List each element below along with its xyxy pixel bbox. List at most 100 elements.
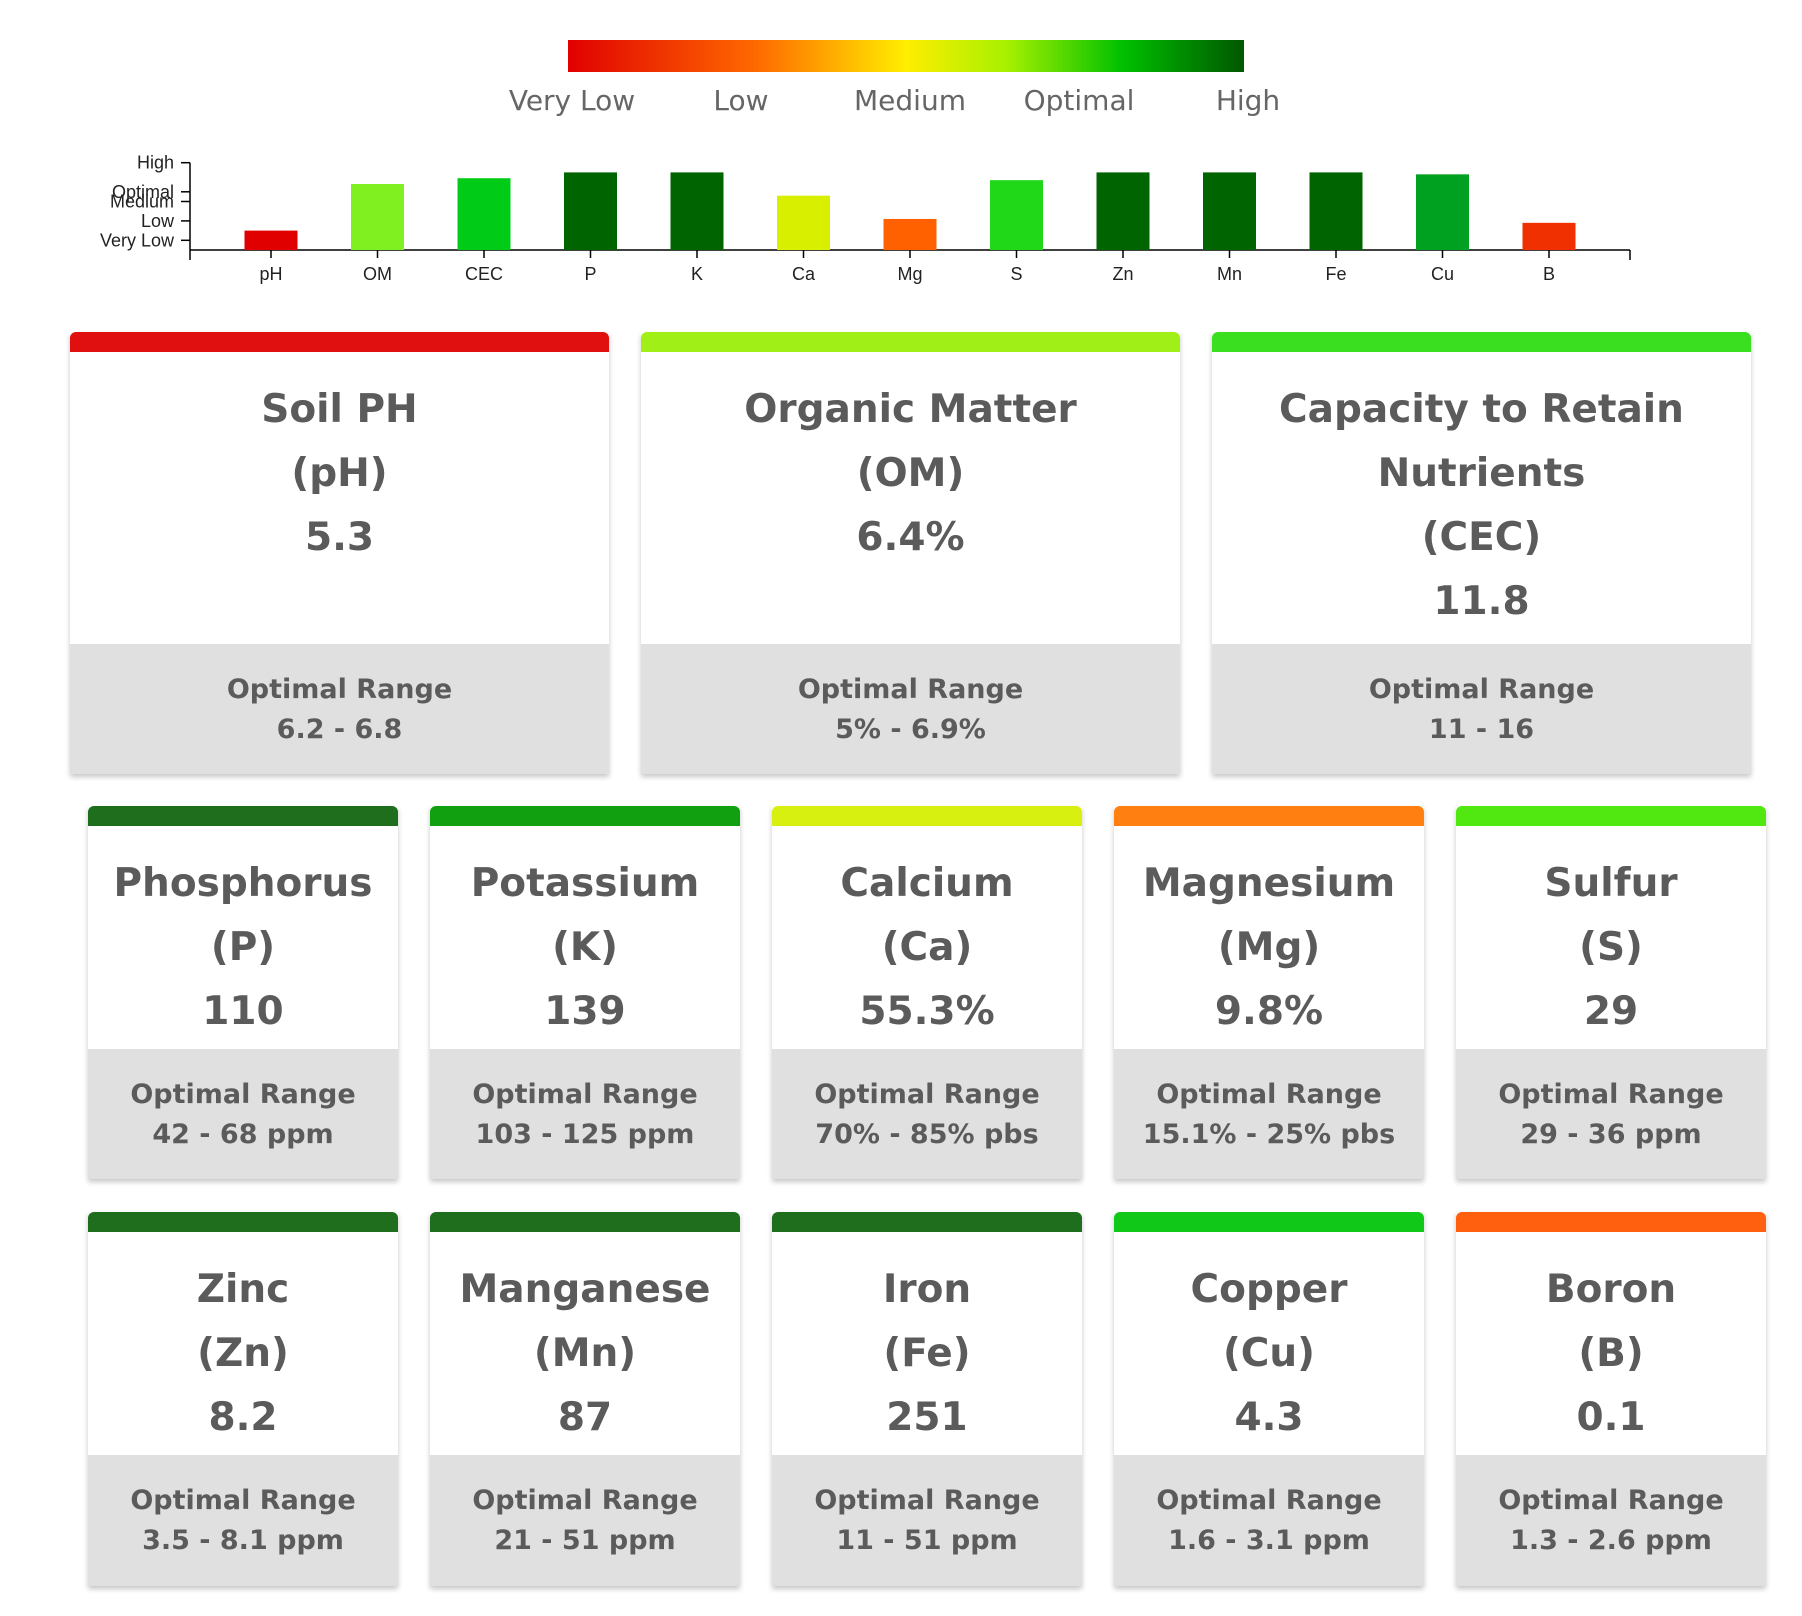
y-tick-label: High (137, 153, 174, 173)
nutrient-card: Organic Matter (OM) 6.4% Optimal Range 5% - … (641, 332, 1180, 774)
card-body: Copper (Cu) 4.3 (1114, 1232, 1424, 1450)
legend-label-optimal: Optimal (1023, 84, 1135, 117)
card-status-bar (641, 332, 1180, 352)
optimal-range-label: Optimal Range (472, 1485, 698, 1516)
nutrient-card: Iron (Fe) 251 Optimal Range 11 - 51 ppm (772, 1212, 1082, 1586)
optimal-range-label: Optimal Range (130, 1079, 356, 1110)
card-title-line: (pH) (291, 451, 388, 496)
card-title-line: Calcium (840, 861, 1014, 906)
card-status-bar (1456, 806, 1766, 826)
optimal-range-label: Optimal Range (226, 674, 453, 705)
card-title-line: Iron (882, 1267, 972, 1312)
optimal-range-value: 11 - 16 (1428, 714, 1535, 745)
card-body: Boron (B) 0.1 (1456, 1232, 1766, 1450)
optimal-range-value: 42 - 68 ppm (152, 1119, 334, 1150)
optimal-range-label: Optimal Range (1498, 1485, 1724, 1516)
card-title-line: Nutrients (1377, 451, 1586, 496)
optimal-range-label: Optimal Range (1156, 1485, 1382, 1516)
optimal-range-value: 1.3 - 2.6 ppm (1510, 1525, 1712, 1556)
card-status-bar (430, 806, 740, 826)
x-tick-label: P (584, 264, 596, 284)
card-title-line: Sulfur (1544, 861, 1678, 906)
nutrient-card: Sulfur (S) 29 Optimal Range 29 - 36 ppm (1456, 806, 1766, 1179)
y-tick-label: Optimal (112, 182, 174, 202)
optimal-range-label: Optimal Range (130, 1485, 356, 1516)
x-tick-label: Mg (897, 264, 922, 284)
card-value: 55.3% (859, 989, 995, 1034)
card-footer: Optimal Range 21 - 51 ppm (430, 1455, 740, 1586)
card-title-line: (OM) (856, 451, 965, 496)
bar (990, 180, 1043, 250)
card-title-line: (Ca) (881, 925, 973, 970)
card-footer: Optimal Range 3.5 - 8.1 ppm (88, 1455, 398, 1586)
bar (457, 178, 511, 250)
card-title-line: (CEC) (1421, 515, 1542, 560)
legend-label-medium: Medium (854, 84, 966, 117)
optimal-range-value: 1.6 - 3.1 ppm (1168, 1525, 1370, 1556)
bar (1096, 172, 1150, 250)
card-title-line: (P) (210, 925, 276, 970)
card-title-line: Capacity to Retain (1279, 387, 1684, 432)
card-title-line: (B) (1578, 1331, 1644, 1376)
card-body: Calcium (Ca) 55.3% (772, 826, 1082, 1044)
card-status-bar (430, 1212, 740, 1232)
optimal-range-value: 11 - 51 ppm (836, 1525, 1018, 1556)
optimal-range-value: 15.1% - 25% pbs (1142, 1119, 1396, 1150)
card-title-line: (S) (1579, 925, 1643, 970)
nutrient-card: Manganese (Mn) 87 Optimal Range 21 - 51 ppm (430, 1212, 740, 1586)
card-title-line: Manganese (459, 1267, 711, 1312)
card-value: 9.8% (1214, 989, 1324, 1034)
optimal-range-label: Optimal Range (1498, 1079, 1724, 1110)
x-tick-label: S (1010, 264, 1022, 284)
nutrient-card: Copper (Cu) 4.3 Optimal Range 1.6 - 3.1 ppm (1114, 1212, 1424, 1586)
card-body: Phosphorus (P) 110 (88, 826, 398, 1044)
bar (1416, 174, 1469, 250)
card-value: 4.3 (1234, 1395, 1304, 1440)
y-tick-label: Low (141, 211, 175, 231)
nutrient-card: Capacity to Retain Nutrients (CEC) 11.8 Opti… (1212, 332, 1751, 774)
card-title-line: Soil PH (261, 387, 418, 432)
card-footer: Optimal Range 11 - 16 (1212, 644, 1751, 774)
optimal-range-label: Optimal Range (472, 1079, 698, 1110)
bar (564, 172, 617, 250)
card-value: 5.3 (304, 515, 375, 560)
x-tick-label: Zn (1112, 264, 1133, 284)
card-body: Potassium (K) 139 (430, 826, 740, 1044)
y-tick-label: Medium (110, 192, 174, 212)
x-tick-label: CEC (465, 264, 503, 284)
x-tick-label: OM (363, 264, 392, 284)
x-tick-label: Fe (1325, 264, 1346, 284)
bar (670, 172, 724, 250)
card-footer: Optimal Range 29 - 36 ppm (1456, 1049, 1766, 1179)
bar (244, 230, 298, 250)
legend-gradient-bar (568, 40, 1244, 72)
card-title-line: Magnesium (1142, 861, 1396, 906)
bar (1522, 222, 1576, 250)
card-status-bar (772, 1212, 1082, 1232)
card-value: 6.4% (856, 515, 965, 560)
nutrient-card: Boron (B) 0.1 Optimal Range 1.3 - 2.6 ppm (1456, 1212, 1766, 1586)
card-status-bar (772, 806, 1082, 826)
card-footer: Optimal Range 5% - 6.9% (641, 644, 1180, 774)
bar (1203, 172, 1256, 250)
bar (777, 195, 830, 250)
card-status-bar (88, 1212, 398, 1232)
card-title-line: Copper (1190, 1267, 1348, 1312)
card-body: Manganese (Mn) 87 (430, 1232, 740, 1450)
card-footer: Optimal Range 1.6 - 3.1 ppm (1114, 1455, 1424, 1586)
card-status-bar (70, 332, 609, 352)
nutrient-card: Calcium (Ca) 55.3% Optimal Range 70% - 85% p… (772, 806, 1082, 1179)
card-title-line: (Mg) (1217, 925, 1321, 970)
x-tick-label: pH (259, 264, 282, 284)
card-value: 110 (202, 989, 284, 1034)
optimal-range-value: 70% - 85% pbs (815, 1119, 1039, 1150)
legend-label-high: High (1215, 84, 1281, 117)
optimal-range-label: Optimal Range (797, 674, 1024, 705)
card-value: 0.1 (1576, 1395, 1646, 1440)
card-body: Sulfur (S) 29 (1456, 826, 1766, 1044)
bar (351, 184, 404, 250)
nutrient-card: Zinc (Zn) 8.2 Optimal Range 3.5 - 8.1 ppm (88, 1212, 398, 1586)
card-footer: Optimal Range 11 - 51 ppm (772, 1455, 1082, 1586)
card-body: Magnesium (Mg) 9.8% (1114, 826, 1424, 1044)
